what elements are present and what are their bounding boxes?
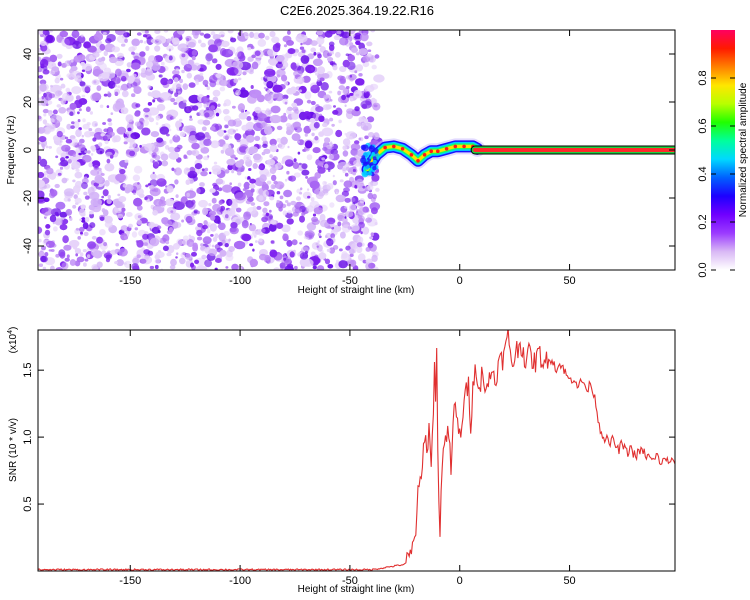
figure-title: C2E6.2025.364.19.22.R16 xyxy=(280,3,434,18)
colorbar-gradient xyxy=(711,30,735,270)
spectrogram-x-tick-label: 0 xyxy=(457,275,463,287)
snr-x-tick-label: 0 xyxy=(457,575,463,587)
snr-ticks: -150 -100 -50 0 50 0.5 1.0 1.5 xyxy=(22,330,675,587)
signal-peak xyxy=(409,153,414,157)
spectrogram-y-tick-label: -20 xyxy=(22,190,34,206)
snr-y-tick-label: 1.0 xyxy=(22,429,34,444)
signal-peak xyxy=(453,144,458,149)
snr-x-tick-label: -50 xyxy=(342,575,358,587)
spectrogram-y-tick-label: 40 xyxy=(22,48,34,60)
spectrogram-y-tick-label: 20 xyxy=(22,96,34,108)
snr-y-multiplier-exp: 4 xyxy=(7,330,14,334)
colorbar: 0.0 0.2 0.4 0.6 0.8 Normalized spectral ampl… xyxy=(697,30,749,278)
snr-y-tick-label: 0.5 xyxy=(22,496,34,511)
snr-panel: -150 -100 -50 0 50 0.5 1.0 1.5 Height of straig… xyxy=(7,327,676,595)
colorbar-tick-label: 0.2 xyxy=(697,214,709,229)
signal-peak xyxy=(383,145,387,150)
spectrogram-y-axis-label: Frequency (Hz) xyxy=(6,116,17,185)
noise-speckle-layer xyxy=(38,30,385,270)
spectrogram-x-tick-label: -150 xyxy=(119,275,141,287)
snr-y-multiplier-base: (x10 xyxy=(8,333,19,353)
spectrogram-y-tick-label: -40 xyxy=(22,238,34,254)
signal-peak xyxy=(400,147,405,151)
snr-y-tick-label: 1.5 xyxy=(22,363,34,378)
snr-x-axis-label: Height of straight line (km) xyxy=(298,584,415,595)
spectrogram-x-tick-label: -50 xyxy=(342,275,358,287)
snr-x-tick-label: 50 xyxy=(563,575,575,587)
spectrogram-ticks: -150 -100 -50 0 50 -40 -20 0 20 40 xyxy=(22,30,675,287)
spectrogram-panel: -150 -100 -50 0 50 -40 -20 0 20 40 Height of stra… xyxy=(6,29,676,296)
colorbar-tick-label: 0.8 xyxy=(697,70,709,85)
spectrogram-x-axis-label: Height of straight line (km) xyxy=(298,285,415,296)
signal-peak xyxy=(429,149,434,153)
colorbar-tick-label: 0.4 xyxy=(697,166,709,181)
signal-peak xyxy=(392,144,396,149)
snr-x-tick-label: -100 xyxy=(229,575,251,587)
signal-peak xyxy=(422,153,427,157)
spectrogram-frame xyxy=(37,29,676,271)
spectrogram-x-tick-label: -100 xyxy=(229,275,251,287)
colorbar-tick-label: 0.0 xyxy=(697,262,709,277)
signal-peak xyxy=(444,147,449,151)
snr-y-axis-label: SNR (10 * v/v) xyxy=(8,418,19,482)
colorbar-tick-label: 0.6 xyxy=(697,118,709,133)
spectrogram-y-tick-label: 0 xyxy=(22,147,34,153)
signal-peak xyxy=(436,149,440,153)
snr-frame xyxy=(37,329,676,572)
colorbar-label: Normalized spectral amplitude xyxy=(738,82,749,217)
snr-y-multiplier: (x104) xyxy=(7,327,19,354)
signal-track-layer xyxy=(359,138,675,178)
snr-x-tick-label: -150 xyxy=(119,575,141,587)
spectrogram-x-tick-label: 50 xyxy=(563,275,575,287)
colorbar-ticks: 0.0 0.2 0.4 0.6 0.8 xyxy=(697,70,735,278)
signal-peak xyxy=(462,144,466,149)
signal-peak xyxy=(416,159,420,163)
snr-series-line xyxy=(38,330,675,571)
